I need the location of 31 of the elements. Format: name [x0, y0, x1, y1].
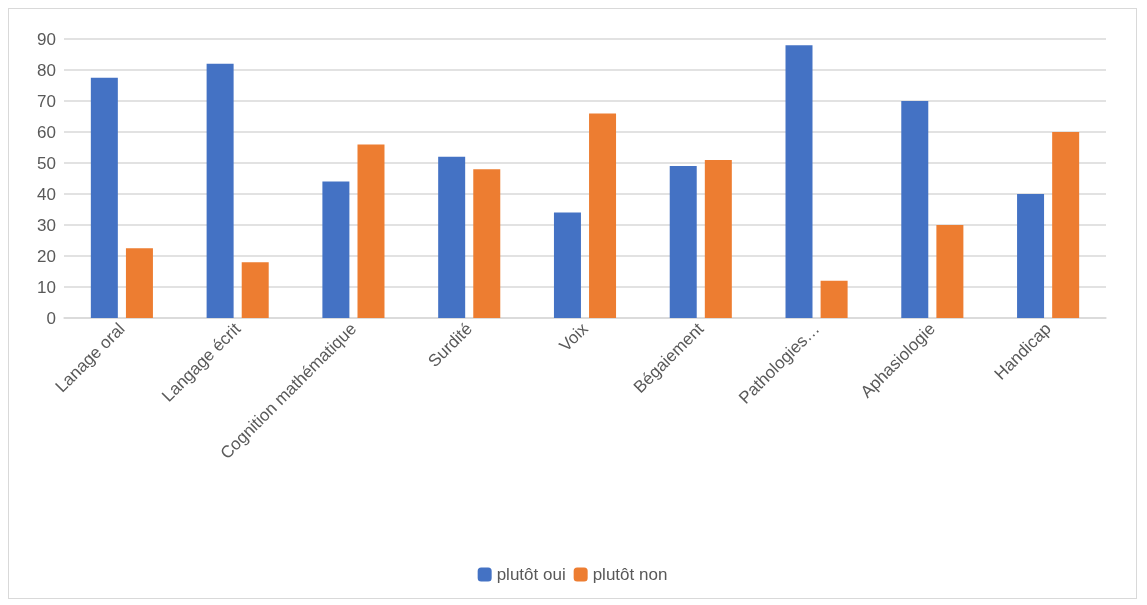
bar — [473, 169, 501, 318]
bar — [704, 159, 732, 318]
bar — [1052, 132, 1080, 318]
bar — [206, 63, 234, 318]
bar — [322, 181, 350, 318]
bar — [785, 45, 813, 318]
y-tick-label: 40 — [37, 184, 56, 204]
bar — [901, 101, 929, 318]
bar — [241, 262, 269, 318]
bar — [936, 225, 964, 318]
bar — [1017, 194, 1045, 318]
bar — [589, 113, 617, 318]
bar — [438, 156, 466, 318]
legend-label: plutôt oui — [496, 565, 566, 584]
y-tick-label: 0 — [46, 308, 56, 328]
y-tick-label: 80 — [37, 60, 56, 80]
bar — [90, 77, 118, 318]
y-tick-label: 60 — [37, 122, 56, 142]
bar — [125, 248, 153, 318]
bar — [820, 280, 848, 318]
y-tick-label: 30 — [37, 215, 56, 235]
y-tick-label: 50 — [37, 153, 56, 173]
bar — [553, 212, 581, 318]
y-tick-label: 90 — [37, 29, 56, 49]
bar — [669, 166, 697, 318]
x-tick-label: Voix — [555, 318, 593, 356]
y-tick-label: 10 — [37, 277, 56, 297]
y-tick-label: 20 — [37, 246, 56, 266]
y-tick-label: 70 — [37, 91, 56, 111]
bar — [357, 144, 385, 318]
legend-label: plutôt non — [592, 565, 668, 584]
